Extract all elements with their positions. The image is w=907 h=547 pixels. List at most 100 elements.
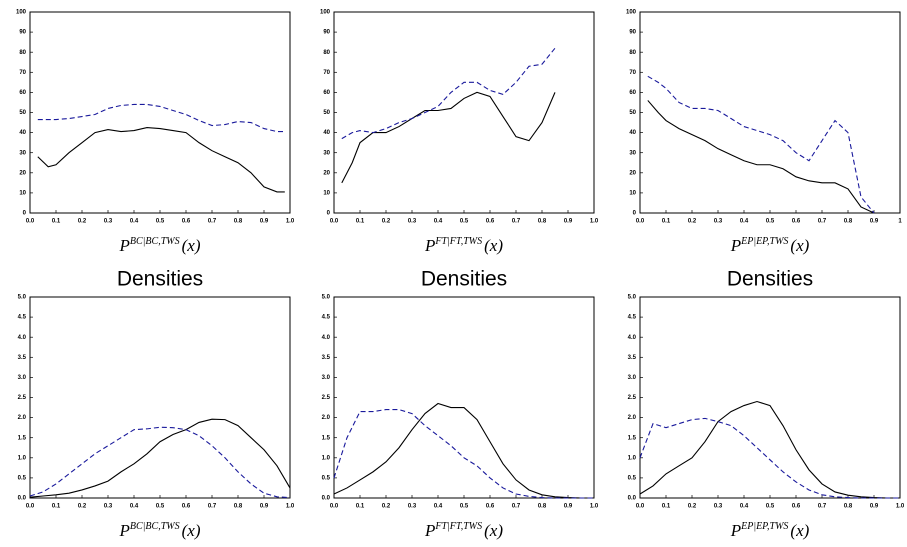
- y-tick-label: 4.5: [322, 315, 331, 321]
- plot-frame: [639, 296, 901, 499]
- y-tick-label: 3.0: [628, 375, 637, 381]
- y-tick-label: 100: [16, 10, 27, 16]
- subplot: 0.0 0.1 0.2 0.3 0.4 0.5 0.6 0.7 0.8 0.9 1010203040…: [626, 10, 902, 255]
- x-tick-label: 0.0: [26, 504, 35, 510]
- y-tick-label: 0.5: [18, 475, 27, 481]
- x-label-sup: EP|EP,TWS: [740, 521, 788, 532]
- x-tick-label: 0.0: [330, 504, 339, 510]
- x-label-sup: FT|FT,TWS: [434, 236, 482, 247]
- x-tick-label: 0.2: [688, 504, 697, 510]
- x-tick-label: 0.9: [260, 219, 269, 225]
- x-tick-label: 0.2: [382, 219, 391, 225]
- subplot: 0.0 0.1 0.2 0.3 0.4 0.5 0.6 0.7 0.8 0.9 1.0 0.0 0.5 1…: [628, 268, 905, 540]
- y-tick-label: 30: [629, 150, 636, 156]
- y-tick-label: 0.0: [18, 496, 27, 502]
- y-tick-label: 1.0: [18, 455, 27, 461]
- y-tick-label: 40: [19, 130, 26, 136]
- y-tick-label: 2.5: [322, 395, 331, 401]
- x-axis-label: PFT|FT,TWS (x): [424, 236, 503, 255]
- y-tick-label: 60: [19, 90, 26, 96]
- x-axis-label: PBC|BC,TWS (x): [119, 521, 201, 540]
- x-tick-label: 0.9: [564, 219, 573, 225]
- y-tick-label: 20: [19, 170, 26, 176]
- y-tick-label: 20: [629, 170, 636, 176]
- x-tick-label: 0.0: [26, 219, 35, 225]
- x-tick-label: 0.6: [182, 504, 191, 510]
- y-tick-label: 2.5: [18, 395, 27, 401]
- y-tick-label: 4.0: [628, 335, 637, 341]
- y-tick-label: 90: [323, 30, 330, 36]
- y-tick-label: 40: [323, 130, 330, 136]
- x-tick-label: 0.1: [52, 219, 61, 225]
- y-tick-label: 3.5: [18, 355, 27, 361]
- y-tick-label: 4.0: [18, 335, 27, 341]
- x-tick-label: 0.2: [382, 504, 391, 510]
- y-tick-label: 0: [327, 211, 331, 217]
- x-tick-label: 0.9: [870, 219, 879, 225]
- y-tick-label: 0.5: [628, 475, 637, 481]
- x-label-arg: (x): [182, 521, 201, 540]
- x-tick-label: 0.7: [818, 219, 827, 225]
- x-tick-label: 0.4: [434, 504, 443, 510]
- x-tick-label: 0.6: [792, 504, 801, 510]
- x-tick-label: 0.9: [564, 504, 573, 510]
- x-tick-label: 0.8: [234, 504, 243, 510]
- x-axis-label: PBC|BC,TWS (x): [119, 236, 201, 255]
- x-label-sup: BC|BC,TWS: [130, 236, 180, 247]
- x-tick-label: 0.5: [156, 219, 165, 225]
- x-tick-label: 0.6: [486, 504, 495, 510]
- x-tick-label: 0.3: [714, 504, 723, 510]
- y-tick-label: 20: [323, 170, 330, 176]
- y-tick-label: 3.5: [628, 355, 637, 361]
- y-tick-label: 5.0: [18, 295, 27, 301]
- line-series: [639, 400, 900, 499]
- line-series: [647, 100, 875, 214]
- subplot: 0.0 0.1 0.2 0.3 0.4 0.5 0.6 0.7 0.8 0.9 1.0 0 10 20 30…: [16, 10, 295, 255]
- y-tick-label: 5.0: [322, 295, 331, 301]
- x-label-base: P: [730, 236, 741, 255]
- x-tick-label: 0.5: [460, 219, 469, 225]
- x-tick-label: 0.0: [330, 219, 339, 225]
- x-tick-label: 0.7: [512, 219, 521, 225]
- x-tick-label: 0.5: [766, 219, 775, 225]
- y-tick-label: 30: [323, 150, 330, 156]
- x-label-arg: (x): [484, 521, 503, 540]
- x-tick-label: 0.7: [818, 504, 827, 510]
- x-axis-label: PEP|EP,TWS (x): [730, 236, 810, 255]
- y-tick-label: 10: [323, 190, 330, 196]
- y-tick-label: 1.0: [322, 455, 331, 461]
- x-tick-label: 0.0: [636, 504, 645, 510]
- x-label-base: P: [424, 236, 435, 255]
- y-tick-label: 2.5: [628, 395, 637, 401]
- x-tick-label: 0.6: [486, 219, 495, 225]
- x-axis-label: PEP|EP,TWS (x): [730, 521, 810, 540]
- x-tick-label: 1: [898, 219, 902, 225]
- y-tick-label: 4.5: [628, 315, 637, 321]
- y-tick-label: 1.5: [322, 435, 331, 441]
- x-tick-label: 0.3: [408, 504, 417, 510]
- y-tick-label: 0.5: [322, 475, 331, 481]
- y-tick-label: 70: [323, 70, 330, 76]
- x-tick-label: 0.0: [636, 219, 645, 225]
- x-label-arg: (x): [484, 236, 503, 255]
- x-tick-label: 0.7: [512, 504, 521, 510]
- x-tick-label: 0.1: [356, 504, 365, 510]
- line-series: [647, 75, 875, 214]
- line-series: [333, 409, 594, 499]
- x-label-sup: FT|FT,TWS: [434, 521, 482, 532]
- subplot: 0.0 0.1 0.2 0.3 0.4 0.5 0.6 0.7 0.8 0.9 1.0 0 10 20 30…: [320, 10, 599, 255]
- y-tick-label: 70: [629, 70, 636, 76]
- x-tick-label: 0.2: [78, 219, 87, 225]
- x-label-arg: (x): [182, 236, 201, 255]
- x-tick-label: 1.0: [896, 504, 905, 510]
- plot-frame: [29, 11, 291, 214]
- line-series: [341, 91, 556, 184]
- x-tick-label: 1.0: [590, 504, 599, 510]
- plot-frame: [333, 296, 595, 499]
- plot-frame: [333, 11, 595, 214]
- y-tick-label: 30: [19, 150, 26, 156]
- y-tick-label: 4.0: [322, 335, 331, 341]
- x-axis-label: PFT|FT,TWS (x): [424, 521, 503, 540]
- line-series: [37, 127, 285, 193]
- line-series: [29, 426, 291, 499]
